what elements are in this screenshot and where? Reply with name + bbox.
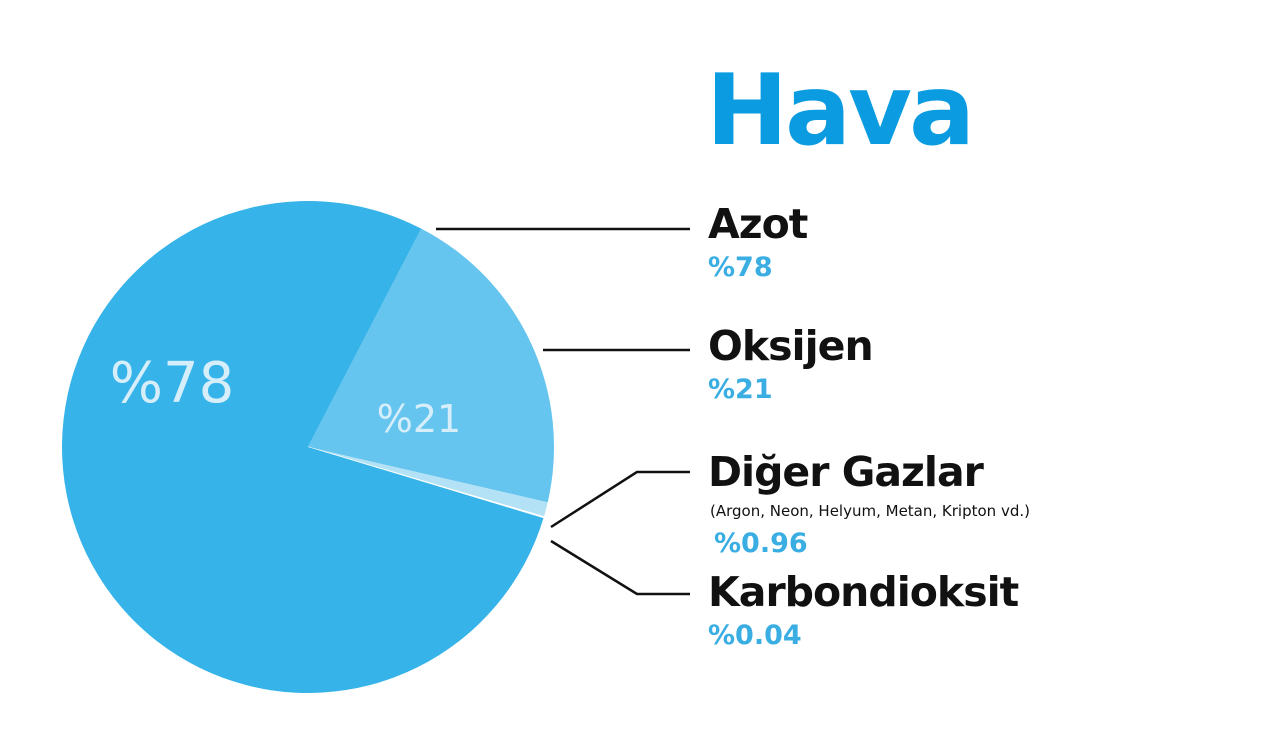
legend-name-karbondioksit: Karbondioksit <box>708 568 1019 616</box>
chart-title: Hava <box>706 54 975 168</box>
legend-name-azot: Azot <box>708 200 808 248</box>
leader-line-karbondioksit <box>550 539 690 596</box>
pie-slice-oksijen <box>308 228 555 503</box>
pie-slice-karbondioksit <box>307 446 545 519</box>
pie-slice-azot <box>61 201 544 694</box>
legend-value-oksijen: %21 <box>708 374 773 405</box>
legend-name-oksijen: Oksijen <box>708 322 874 370</box>
legend-value-karbondioksit: %0.04 <box>708 620 802 651</box>
leader-line-diger-gazlar <box>550 470 690 529</box>
legend-value-diger-gazlar: %0.96 <box>714 528 808 559</box>
legend-note-diger-gazlar: (Argon, Neon, Helyum, Metan, Kripton vd.… <box>710 502 1030 520</box>
legend-name-diger-gazlar: Diğer Gazlar <box>708 448 984 496</box>
slice-label-azot: %78 <box>110 351 234 416</box>
legend-value-azot: %78 <box>708 252 773 283</box>
slice-label-oksijen: %21 <box>377 397 461 441</box>
